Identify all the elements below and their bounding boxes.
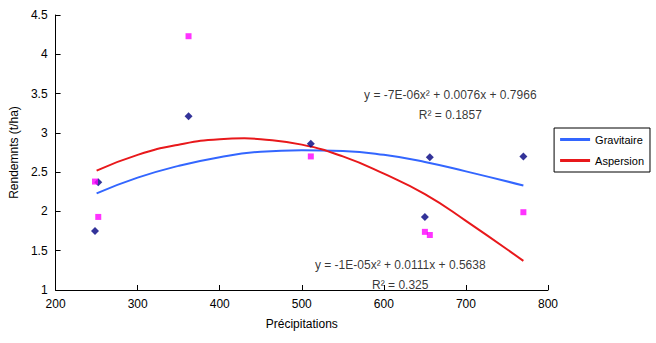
svg-text:800: 800 <box>538 297 558 311</box>
svg-text:2: 2 <box>41 204 48 218</box>
svg-text:1: 1 <box>41 283 48 297</box>
svg-text:600: 600 <box>374 297 394 311</box>
svg-text:3.5: 3.5 <box>31 87 48 101</box>
svg-text:R² = 0.1857: R² = 0.1857 <box>419 108 482 122</box>
svg-text:2.5: 2.5 <box>31 165 48 179</box>
svg-text:y = -1E-05x² + 0.0111x + 0.563: y = -1E-05x² + 0.0111x + 0.5638 <box>315 258 486 272</box>
svg-text:Rendemnts (t/ha): Rendemnts (t/ha) <box>7 106 21 199</box>
svg-text:Précipitations: Précipitations <box>266 317 338 331</box>
svg-text:4.5: 4.5 <box>31 8 48 22</box>
svg-text:R² = 0.325: R² = 0.325 <box>372 278 429 292</box>
svg-text:Aspersion: Aspersion <box>595 155 644 167</box>
svg-text:Gravitaire: Gravitaire <box>595 134 643 146</box>
svg-text:500: 500 <box>292 297 312 311</box>
svg-text:3: 3 <box>41 126 48 140</box>
svg-text:200: 200 <box>46 297 66 311</box>
svg-text:1.5: 1.5 <box>31 244 48 258</box>
svg-text:y = -7E-06x² + 0.0076x + 0.796: y = -7E-06x² + 0.0076x + 0.7966 <box>364 88 537 102</box>
svg-text:400: 400 <box>210 297 230 311</box>
svg-text:4: 4 <box>41 47 48 61</box>
svg-text:300: 300 <box>128 297 148 311</box>
svg-text:700: 700 <box>456 297 476 311</box>
